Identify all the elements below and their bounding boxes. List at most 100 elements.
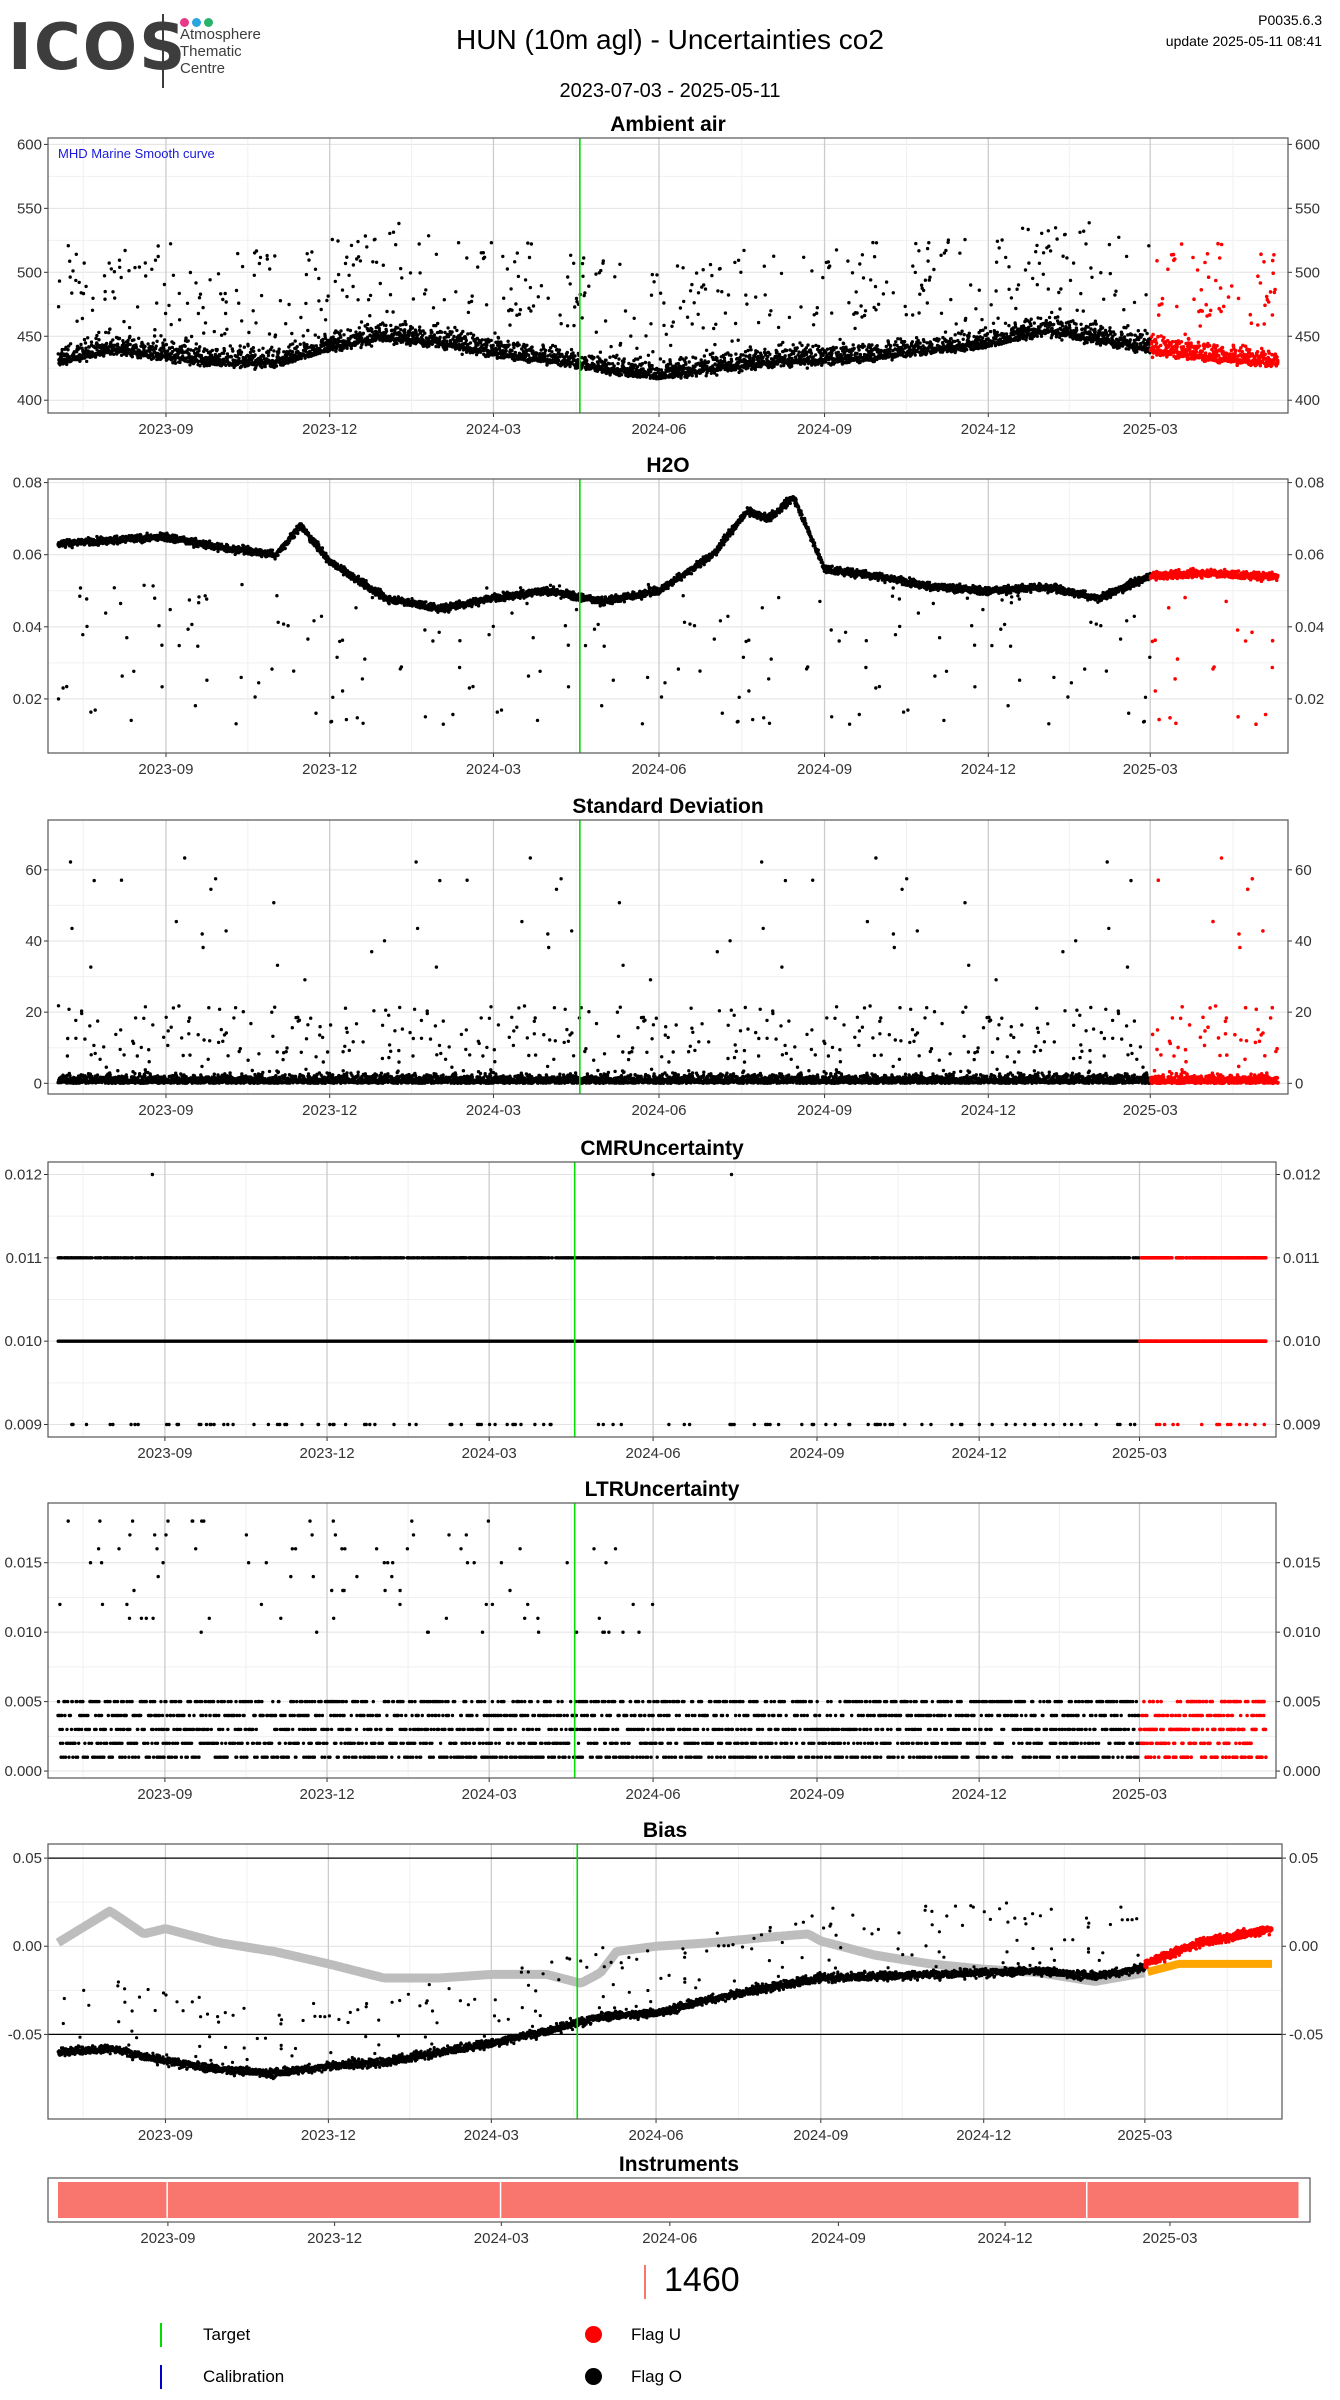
- x-tick-label: 2024-12: [952, 1786, 1007, 1803]
- legend-dot-icon: [585, 2368, 602, 2385]
- x-tick-label: 2024-03: [474, 2230, 529, 2247]
- x-tick-label: 2025-03: [1123, 761, 1178, 778]
- y-tick-label-right: 0.010: [1283, 1624, 1321, 1641]
- plot-border: [47, 137, 1289, 414]
- y-tick-label: 0.011: [6, 1250, 42, 1267]
- plot-border: [47, 819, 1289, 1095]
- panel-title: H2O: [646, 454, 689, 477]
- y-tick-label: 0.08: [13, 475, 42, 492]
- logo-wordmark: ICOS: [8, 11, 188, 85]
- x-tick-label: 2025-03: [1123, 1102, 1178, 1119]
- x-tick-label: 2024-03: [462, 1445, 517, 1462]
- x-tick-label: 2024-06: [631, 1102, 686, 1119]
- legend-label: Target: [203, 2325, 251, 2344]
- y-tick-label: 0.015: [4, 1555, 42, 1572]
- y-tick-label: 0.06: [13, 547, 42, 564]
- flag-u-points: [1148, 241, 1280, 369]
- x-tick-label: 2023-12: [307, 2230, 362, 2247]
- x-tick-label: 2023-12: [302, 1102, 357, 1119]
- y-tick-label-right: 0.00: [1289, 1938, 1318, 1955]
- x-tick-label: 2025-03: [1142, 2230, 1197, 2247]
- period-label: 2023-07-03 - 2025-05-11: [559, 80, 781, 102]
- flag-u-points: [1143, 1925, 1274, 1969]
- y-tick-label-right: 0.04: [1295, 619, 1324, 636]
- plot-background: [48, 820, 1288, 1094]
- chart-panel-2: Standard Deviation 0 0 20 20 40 40 60 60 2023-09 2…: [25, 795, 1311, 1119]
- y-tick-label: 0.010: [4, 1333, 42, 1350]
- x-tick-label: 2024-06: [626, 1786, 681, 1803]
- x-tick-label: 2024-06: [629, 2127, 684, 2144]
- y-tick-label: 60: [25, 862, 42, 879]
- y-tick-label: -0.05: [8, 2026, 42, 2043]
- chart-panel-4: LTRUncertainty 0.000 0.000 0.005 0.005 0.010 0…: [4, 1478, 1320, 1803]
- legend-line-icon: [160, 2323, 162, 2347]
- x-tick-label: 2024-03: [466, 761, 521, 778]
- legend-label: Flag U: [631, 2325, 682, 2344]
- chart-panel-5: Bias -0.05 -0.05 0.00 0.00 0.05 0.05 2023-09 202…: [8, 1819, 1323, 2144]
- panel-title: Bias: [643, 1819, 687, 1842]
- data-points: [56, 1172, 1141, 1427]
- y-tick-label-right: 400: [1295, 392, 1320, 409]
- data-points: [56, 856, 1152, 1085]
- y-tick-label: 0.005: [4, 1694, 42, 1711]
- panel-title: Instruments: [619, 2153, 739, 2176]
- logo-dot-blue: [192, 18, 201, 27]
- y-tick-label-right: 0.06: [1295, 547, 1324, 564]
- x-tick-label: 2023-09: [138, 761, 193, 778]
- x-tick-label: 2025-03: [1112, 1445, 1167, 1462]
- panel-title: LTRUncertainty: [585, 1478, 740, 1501]
- x-tick-label: 2024-09: [811, 2230, 866, 2247]
- plot-background: [48, 1503, 1276, 1778]
- instrument-bar: [1087, 2182, 1299, 2218]
- plot-border: [47, 1502, 1277, 1779]
- x-tick-label: 2023-12: [301, 2127, 356, 2144]
- panel-title: Ambient air: [610, 113, 726, 136]
- y-tick-label: 0.05: [13, 1850, 42, 1867]
- x-tick-label: 2024-06: [626, 1445, 681, 1462]
- x-tick-label: 2024-12: [961, 761, 1016, 778]
- x-tick-label: 2023-09: [140, 2230, 195, 2247]
- data-points: [56, 495, 1152, 726]
- instrument-bar: [501, 2182, 1087, 2218]
- y-tick-label: 400: [17, 392, 42, 409]
- y-tick-label: 500: [17, 264, 42, 281]
- x-tick-label: 2024-12: [952, 1445, 1007, 1462]
- legend-label: Calibration: [203, 2367, 285, 2386]
- instrument-color-key: [644, 2265, 646, 2299]
- y-tick-label-right: 0.02: [1295, 691, 1324, 708]
- panel-title: Standard Deviation: [572, 795, 763, 818]
- plot-border: [47, 1843, 1283, 2120]
- version-label: P0035.6.3: [1258, 12, 1322, 28]
- data-points: [56, 1901, 1147, 2081]
- logo-dot-magenta: [180, 18, 189, 27]
- x-tick-label: 2023-12: [302, 761, 357, 778]
- x-tick-label: 2023-12: [300, 1786, 355, 1803]
- logo-subtitle-line: Thematic: [180, 43, 242, 60]
- y-tick-label-right: 550: [1295, 200, 1320, 217]
- y-tick-label: 20: [25, 1004, 42, 1021]
- logo-dots: [180, 14, 216, 32]
- x-tick-label: 2024-12: [978, 2230, 1033, 2247]
- flag-u-points: [1148, 566, 1280, 726]
- y-tick-label-right: 0: [1295, 1075, 1303, 1092]
- flag-u-points: [1148, 856, 1280, 1086]
- x-tick-label: 2023-12: [300, 1445, 355, 1462]
- y-tick-label-right: 0.015: [1283, 1555, 1321, 1572]
- chart-panel-6: Instruments 2023-09 2023-12 2024-03 2024-06 2…: [47, 2153, 1311, 2247]
- y-tick-label-right: 0.005: [1283, 1694, 1321, 1711]
- instrument-bar: [167, 2182, 500, 2218]
- x-tick-label: 2024-06: [631, 421, 686, 438]
- y-tick-label: 0: [34, 1075, 42, 1092]
- bias-smooth-line-flag-u: [1146, 1959, 1273, 1976]
- y-tick-label: 0.009: [4, 1417, 42, 1434]
- x-tick-label: 2024-09: [797, 1102, 852, 1119]
- x-tick-label: 2023-09: [137, 1786, 192, 1803]
- x-tick-label: 2024-03: [466, 421, 521, 438]
- x-tick-label: 2024-06: [642, 2230, 697, 2247]
- y-tick-label: 0.010: [4, 1624, 42, 1641]
- y-tick-label-right: 0.000: [1283, 1763, 1321, 1780]
- x-tick-label: 2025-03: [1112, 1786, 1167, 1803]
- y-tick-label-right: 20: [1295, 1004, 1312, 1021]
- legend-line-icon: [160, 2365, 162, 2389]
